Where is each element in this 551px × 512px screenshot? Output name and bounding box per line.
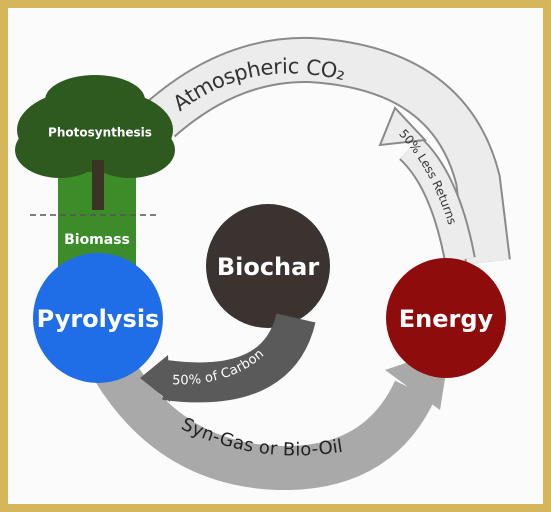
energy-label: Energy [399, 305, 494, 333]
photosynthesis-label: Photosynthesis [48, 126, 152, 140]
biochar-cycle: Atmospheric CO₂ 50% Less Returns Syn-Gas… [0, 0, 551, 512]
biomass-label: Biomass [64, 232, 130, 248]
tree-trunk [92, 160, 104, 210]
pyrolysis-label: Pyrolysis [37, 305, 160, 333]
biochar-label: Biochar [217, 253, 320, 281]
page: Atmospheric CO₂ 50% Less Returns Syn-Gas… [0, 0, 551, 512]
